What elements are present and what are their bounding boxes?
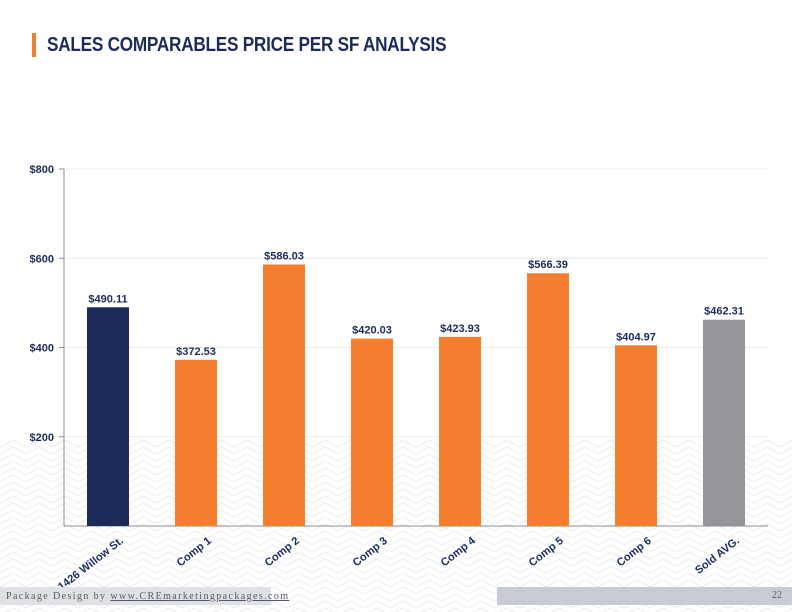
- x-tick-label: 1426 Willow St.: [56, 535, 126, 593]
- bar: [175, 359, 217, 526]
- bar: [351, 338, 393, 526]
- x-tick-label: Sold AVG.: [693, 535, 742, 577]
- bar: [439, 336, 481, 526]
- data-label: $420.03: [352, 325, 392, 337]
- data-label: $462.31: [704, 306, 744, 318]
- bar: [263, 264, 305, 526]
- data-label: $566.39: [528, 259, 568, 271]
- x-tick-label: Comp 4: [439, 534, 479, 569]
- data-label: $586.03: [264, 250, 304, 262]
- x-tick-label: Comp 6: [615, 535, 654, 569]
- page-title: SALES COMPARABLES PRICE PER SF ANALYSIS: [47, 33, 447, 56]
- footer-credit-text: Package Design by www.CREmarketingpackag…: [0, 591, 289, 602]
- x-tick-label: Comp 5: [527, 535, 566, 569]
- data-label: $423.93: [440, 323, 480, 335]
- y-tick-label: $600: [30, 253, 54, 265]
- bar: [615, 345, 657, 526]
- x-tick-label: Comp 1: [175, 535, 214, 569]
- footer-link[interactable]: www.CREmarketingpackages.com: [110, 590, 290, 602]
- page-header: SALES COMPARABLES PRICE PER SF ANALYSIS: [32, 33, 511, 57]
- y-tick-label: $200: [30, 432, 54, 444]
- data-label: $490.11: [88, 293, 127, 305]
- x-tick-label: Comp 2: [263, 535, 302, 569]
- footer-credit: Package Design by www.CREmarketingpackag…: [0, 587, 288, 605]
- bar: [527, 273, 569, 526]
- x-tick-label: Comp 3: [351, 535, 390, 569]
- data-label: $404.97: [616, 331, 656, 343]
- bar: [87, 307, 129, 526]
- footer-prefix: Package Design by: [6, 590, 111, 602]
- y-tick-label: $800: [30, 164, 54, 176]
- title-accent-bar: [32, 33, 36, 57]
- bar: [703, 319, 745, 526]
- data-label: $372.53: [176, 346, 216, 358]
- footer-bar: 22: [497, 587, 792, 605]
- page-number: 22: [772, 590, 782, 601]
- y-tick-label: $400: [30, 343, 54, 355]
